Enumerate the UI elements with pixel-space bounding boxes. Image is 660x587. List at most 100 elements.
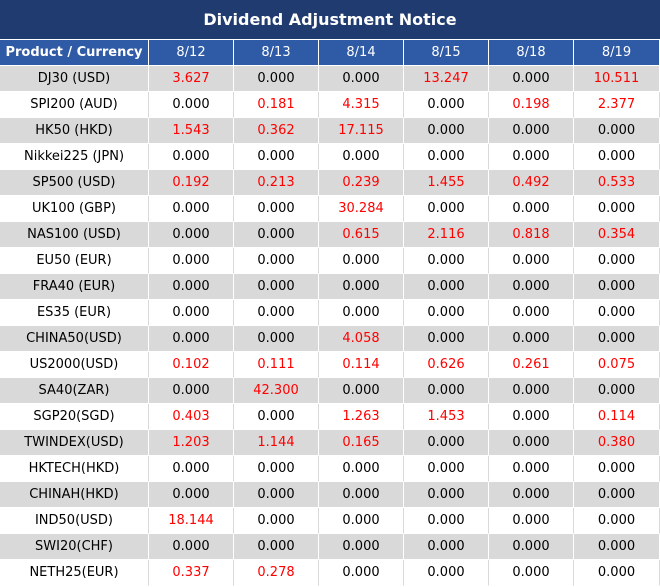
- adjustment-value: 0.000: [149, 92, 234, 118]
- adjustment-value: 0.102: [149, 352, 234, 378]
- adjustment-value: 0.000: [404, 248, 489, 274]
- adjustment-value: 0.000: [404, 482, 489, 508]
- adjustment-value: 0.000: [234, 300, 319, 326]
- product-name: NETH25(EUR): [0, 560, 149, 586]
- adjustment-value: 0.000: [234, 248, 319, 274]
- product-name: SWI20(CHF): [0, 534, 149, 560]
- adjustment-value: 0.626: [404, 352, 489, 378]
- adjustment-value: 0.000: [404, 560, 489, 586]
- adjustment-value: 0.000: [574, 508, 660, 534]
- adjustment-value: 0.000: [404, 196, 489, 222]
- adjustment-value: 0.000: [489, 248, 574, 274]
- product-name: SPI200 (AUD): [0, 92, 149, 118]
- adjustment-value: 0.492: [489, 170, 574, 196]
- adjustment-value: 0.000: [489, 378, 574, 404]
- adjustment-value: 0.362: [234, 118, 319, 144]
- adjustment-value: 0.000: [489, 404, 574, 430]
- product-name: ES35 (EUR): [0, 300, 149, 326]
- product-name: CHINA50(USD): [0, 326, 149, 352]
- column-header: Product / Currency: [0, 40, 149, 66]
- adjustment-value: 0.000: [489, 560, 574, 586]
- column-header: 8/14: [319, 40, 404, 66]
- adjustment-value: 0.380: [574, 430, 660, 456]
- adjustment-value: 0.000: [574, 300, 660, 326]
- adjustment-value: 0.000: [489, 482, 574, 508]
- product-name: NAS100 (USD): [0, 222, 149, 248]
- adjustment-value: 0.000: [149, 326, 234, 352]
- adjustment-value: 0.000: [574, 326, 660, 352]
- adjustment-value: 0.000: [404, 378, 489, 404]
- adjustment-value: 0.818: [489, 222, 574, 248]
- adjustment-value: 0.000: [234, 534, 319, 560]
- adjustment-value: 2.377: [574, 92, 660, 118]
- product-name: SA40(ZAR): [0, 378, 149, 404]
- adjustment-value: 0.000: [574, 482, 660, 508]
- adjustment-value: 0.000: [234, 508, 319, 534]
- adjustment-value: 0.000: [234, 66, 319, 92]
- adjustment-value: 0.181: [234, 92, 319, 118]
- adjustment-value: 0.000: [234, 404, 319, 430]
- column-header: 8/18: [489, 40, 574, 66]
- product-name: EU50 (EUR): [0, 248, 149, 274]
- adjustment-value: 0.000: [404, 508, 489, 534]
- product-name: SGP20(SGD): [0, 404, 149, 430]
- column-header: 8/15: [404, 40, 489, 66]
- adjustment-value: 0.000: [404, 456, 489, 482]
- adjustment-value: 0.000: [489, 430, 574, 456]
- adjustment-value: 0.000: [319, 144, 404, 170]
- adjustment-value: 0.615: [319, 222, 404, 248]
- adjustment-value: 0.278: [234, 560, 319, 586]
- adjustment-value: 0.000: [404, 118, 489, 144]
- adjustment-value: 0.261: [489, 352, 574, 378]
- adjustment-value: 0.000: [404, 92, 489, 118]
- adjustment-value: 0.000: [574, 456, 660, 482]
- product-name: CHINAH(HKD): [0, 482, 149, 508]
- adjustment-value: 1.543: [149, 118, 234, 144]
- adjustment-value: 0.000: [404, 430, 489, 456]
- adjustment-value: 0.000: [489, 534, 574, 560]
- adjustment-value: 2.116: [404, 222, 489, 248]
- adjustment-value: 0.000: [234, 456, 319, 482]
- product-name: US2000(USD): [0, 352, 149, 378]
- adjustment-value: 0.198: [489, 92, 574, 118]
- adjustment-value: 0.000: [574, 118, 660, 144]
- product-name: FRA40 (EUR): [0, 274, 149, 300]
- adjustment-value: 0.000: [149, 248, 234, 274]
- product-name: SP500 (USD): [0, 170, 149, 196]
- adjustment-value: 0.000: [404, 274, 489, 300]
- adjustment-value: 0.239: [319, 170, 404, 196]
- product-name: UK100 (GBP): [0, 196, 149, 222]
- adjustment-value: 4.315: [319, 92, 404, 118]
- adjustment-value: 0.114: [319, 352, 404, 378]
- adjustment-value: 0.000: [149, 196, 234, 222]
- adjustment-value: 0.000: [149, 482, 234, 508]
- adjustment-value: 0.000: [574, 144, 660, 170]
- product-name: TWINDEX(USD): [0, 430, 149, 456]
- adjustment-value: 42.300: [234, 378, 319, 404]
- adjustment-value: 0.000: [319, 274, 404, 300]
- adjustment-value: 0.000: [149, 222, 234, 248]
- adjustment-value: 0.000: [574, 534, 660, 560]
- adjustment-value: 0.000: [489, 508, 574, 534]
- adjustment-value: 0.000: [149, 378, 234, 404]
- adjustment-value: 0.000: [489, 118, 574, 144]
- product-name: IND50(USD): [0, 508, 149, 534]
- adjustment-value: 0.000: [319, 378, 404, 404]
- adjustment-value: 0.000: [489, 66, 574, 92]
- adjustment-value: 18.144: [149, 508, 234, 534]
- adjustment-value: 0.000: [574, 378, 660, 404]
- adjustment-value: 0.000: [404, 144, 489, 170]
- adjustment-value: 0.000: [149, 456, 234, 482]
- adjustment-value: 0.000: [489, 196, 574, 222]
- title: Dividend Adjustment Notice: [0, 0, 660, 39]
- adjustment-value: 0.000: [489, 274, 574, 300]
- product-name: DJ30 (USD): [0, 66, 149, 92]
- adjustment-value: 0.354: [574, 222, 660, 248]
- adjustment-value: 0.000: [574, 196, 660, 222]
- adjustment-value: 0.165: [319, 430, 404, 456]
- adjustment-value: 0.000: [319, 456, 404, 482]
- product-name: HKTECH(HKD): [0, 456, 149, 482]
- adjustment-value: 0.000: [234, 144, 319, 170]
- adjustment-value: 0.000: [404, 326, 489, 352]
